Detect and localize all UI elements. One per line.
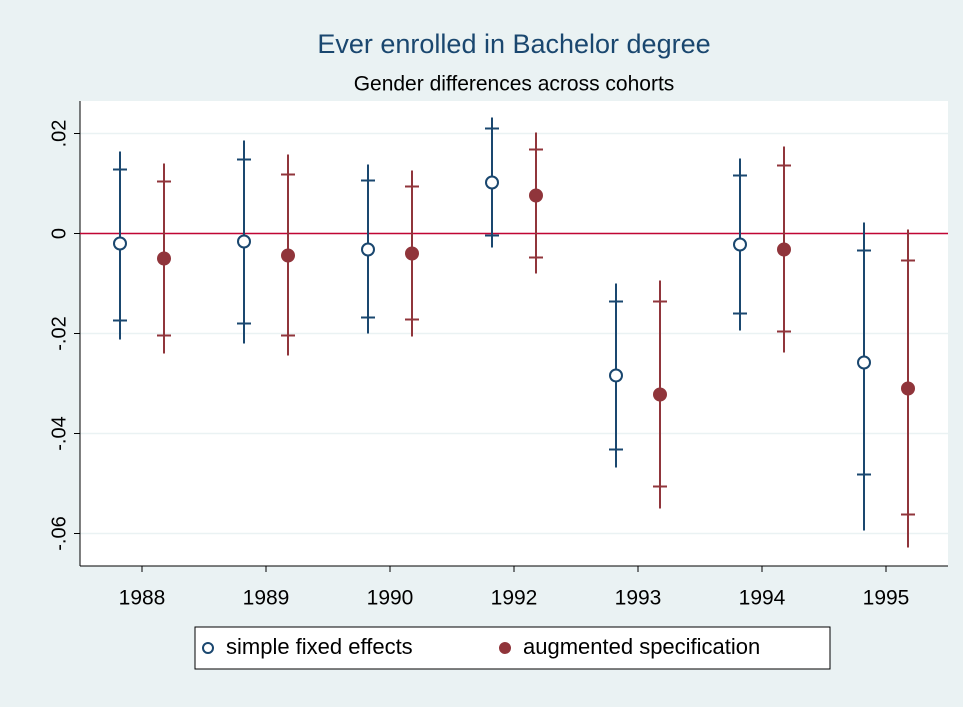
x-tick-label: 1992 [491,587,538,610]
point [901,381,915,396]
point [609,368,623,383]
point [113,236,127,251]
x-tick-label: 1989 [243,587,290,610]
legend-label: simple fixed effects [226,634,413,659]
y-tick-label: -.04 [48,416,70,450]
x-tick-label: 1995 [863,587,910,610]
legend-marker [202,642,214,654]
legend-label: augmented specification [523,634,760,659]
point [857,355,871,370]
point [361,242,375,257]
point [405,246,419,261]
point [281,248,295,263]
point [777,242,791,257]
y-tick-label: -.02 [48,316,70,350]
point [733,237,747,252]
chart-title: Ever enrolled in Bachelor degree [317,29,710,59]
y-tick-label: .02 [48,120,70,148]
point [485,175,499,190]
y-tick-label: 0 [48,228,70,239]
x-tick-label: 1990 [367,587,414,610]
legend-box [194,626,831,670]
x-tick-label: 1993 [615,587,662,610]
x-tick-label: 1994 [739,587,786,610]
chart-subtitle: Gender differences across cohorts [354,73,675,96]
x-tick-label: 1988 [119,587,166,610]
y-tick-label: -.06 [48,516,70,550]
point [157,251,171,266]
point [237,234,251,249]
point [653,387,667,402]
point [529,188,543,203]
legend-marker [499,642,511,654]
